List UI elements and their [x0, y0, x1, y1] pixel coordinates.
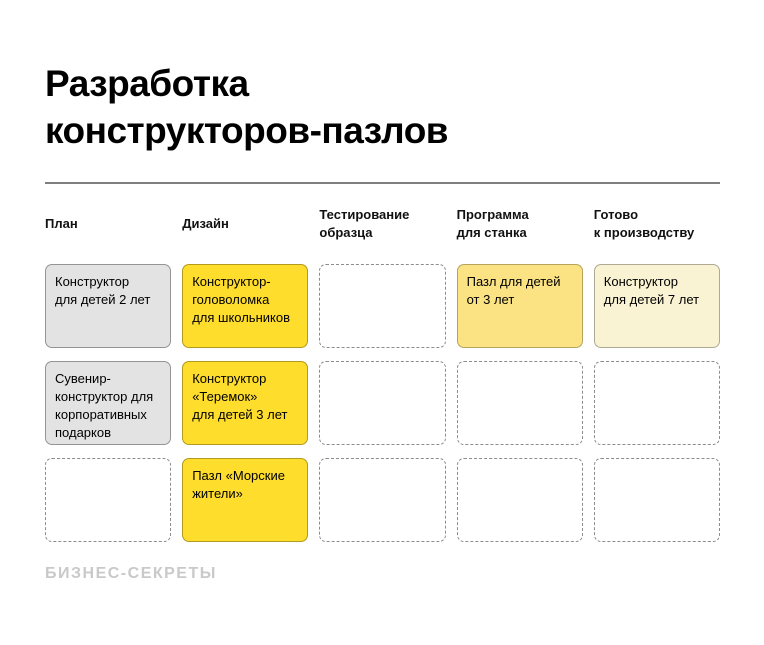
kanban-grid: Конструктор для детей 2 лет Конструктор-…: [45, 264, 720, 542]
empty-card-slot: [319, 264, 446, 348]
kanban-card: Сувенир- конструктор для корпоративных п…: [45, 361, 172, 445]
empty-card-slot: [456, 458, 583, 542]
empty-card-slot: [593, 458, 720, 542]
title-divider: [45, 182, 720, 184]
kanban-card: Конструктор- головоломка для школьников: [182, 264, 309, 348]
column-header-machine-program: Программа для станка: [456, 207, 529, 240]
column-header-design: Дизайн: [182, 216, 229, 232]
kanban-card: Пазл для детей от 3 лет: [456, 264, 583, 348]
page-title: Разработка конструкторов-пазлов: [45, 63, 449, 151]
column-header-sample-testing: Тестирование образца: [319, 207, 410, 240]
kanban-card: Конструктор для детей 2 лет: [45, 264, 172, 348]
column-headers: План Дизайн Тестирование образца Програм…: [45, 204, 720, 244]
column-header-plan: План: [45, 216, 78, 232]
empty-card-slot: [319, 458, 446, 542]
empty-card-slot: [45, 458, 172, 542]
empty-card-slot: [593, 361, 720, 445]
kanban-card: Пазл «Морские жители»: [182, 458, 309, 542]
brand-logo: БИЗНЕС-СЕКРЕТЫ: [45, 565, 217, 582]
column-header-ready-for-production: Готово к производству: [593, 207, 695, 240]
kanban-card: Конструктор для детей 7 лет: [593, 264, 720, 348]
kanban-card: Конструктор «Теремок» для детей 3 лет: [182, 361, 309, 445]
empty-card-slot: [456, 361, 583, 445]
empty-card-slot: [319, 361, 446, 445]
